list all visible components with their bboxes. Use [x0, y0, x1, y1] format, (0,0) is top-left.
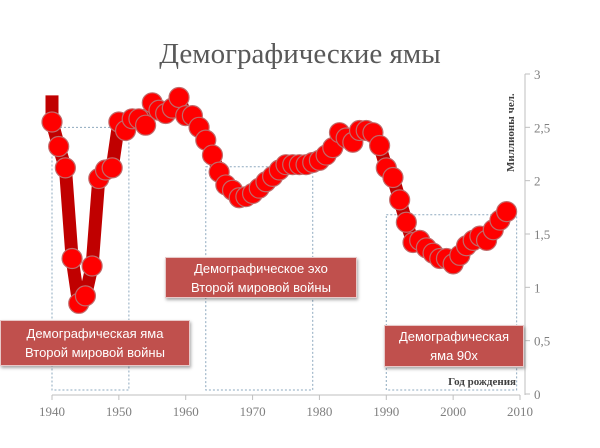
region-box	[385, 214, 518, 391]
y-tick-label: 0	[534, 387, 541, 402]
data-point	[61, 247, 83, 270]
data-point	[54, 157, 76, 179]
data-point	[496, 201, 518, 223]
x-axis-label: Год рождения	[448, 376, 516, 388]
data-point	[41, 111, 63, 133]
x-tick-label: 1950	[106, 404, 132, 419]
data-point	[48, 135, 70, 158]
x-tick-label: 1980	[306, 404, 332, 419]
x-tick-label: 1970	[240, 404, 266, 419]
y-tick-label: 2,5	[534, 120, 550, 135]
x-tick-label: 2010	[507, 404, 533, 419]
callout-ww2-echo: Демографическое эхо Второй мировой войны	[165, 257, 357, 298]
data-point	[101, 157, 123, 179]
y-axis-label: Миллионы чел.	[505, 93, 517, 172]
callout-line: Демографическое эхо	[194, 260, 328, 276]
y-tick-label: 3	[534, 67, 541, 82]
y-tick-label: 2	[534, 174, 541, 189]
callout-ww2-hole: Демографическая яма Второй мировой войны	[0, 320, 190, 366]
x-tick-label: 2000	[440, 404, 466, 419]
data-point	[74, 285, 97, 307]
chart-title: Демографические ямы	[159, 38, 441, 70]
callout-line: Второй мировой войны	[191, 279, 331, 295]
callout-90s-hole: Демографическая яма 90х	[384, 325, 524, 367]
callout-line: яма 90х	[430, 348, 478, 363]
data-point	[382, 166, 404, 189]
data-point	[135, 114, 157, 136]
callout-line: Демографическая яма	[26, 326, 164, 341]
data-point	[81, 255, 103, 277]
y-tick-label: 1,5	[534, 227, 550, 242]
x-tick-label: 1960	[173, 404, 199, 419]
x-tick-label: 1990	[373, 404, 399, 419]
y-tick-label: 0,5	[534, 334, 550, 349]
data-point	[168, 86, 190, 109]
data-point	[369, 134, 391, 157]
x-tick-label: 1940	[39, 404, 65, 419]
data-point	[389, 189, 411, 211]
y-tick-label: 1	[534, 280, 541, 295]
data-point	[395, 211, 417, 233]
callout-line: Второй мировой войны	[25, 345, 165, 360]
callout-line: Демографическая	[398, 329, 510, 344]
region-box	[51, 126, 130, 391]
